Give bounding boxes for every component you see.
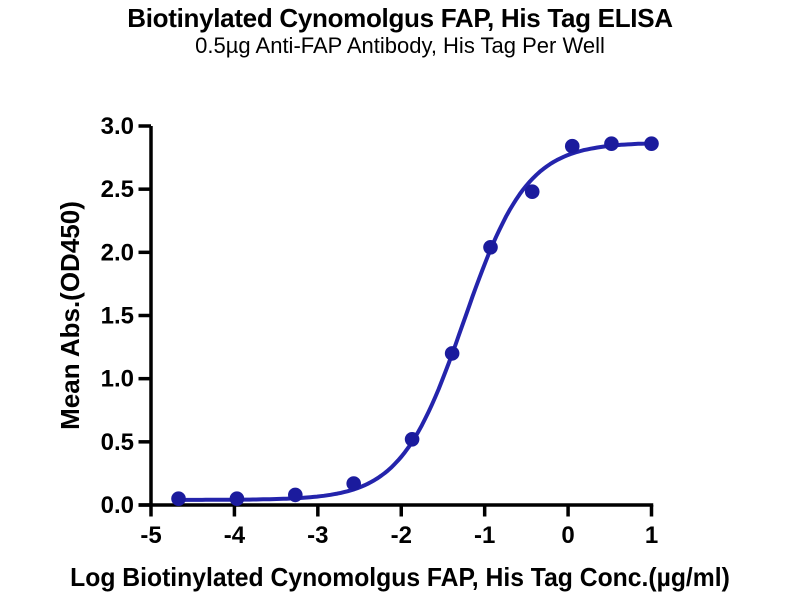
y-tick-label: 2.0 — [101, 239, 134, 266]
x-tick-label: 0 — [561, 522, 574, 549]
data-point — [524, 184, 540, 199]
chart-title: Biotinylated Cynomolgus FAP, His Tag ELI… — [127, 3, 673, 33]
fit-curve — [176, 141, 654, 502]
data-point — [404, 432, 420, 447]
y-tick-label: 0.5 — [101, 429, 134, 456]
x-tick-label: -1 — [474, 522, 495, 549]
x-tick-label: -3 — [307, 522, 328, 549]
y-tick-label: 1.5 — [101, 303, 134, 330]
y-tick-label: 1.0 — [101, 366, 134, 393]
data-point — [444, 346, 460, 361]
data-point — [644, 136, 659, 151]
x-tick-label: -5 — [140, 522, 161, 549]
data-point — [604, 136, 619, 151]
chart-subtitle: 0.5µg Anti-FAP Antibody, His Tag Per Wel… — [195, 33, 605, 58]
x-axis-title: Log Biotinylated Cynomolgus FAP, His Tag… — [70, 562, 730, 592]
x-tick-label: 1 — [645, 522, 658, 549]
data-point — [288, 487, 303, 503]
y-tick-label: 2.5 — [101, 176, 134, 203]
x-tick-label: -4 — [224, 522, 246, 549]
x-tick-label: -2 — [391, 522, 412, 549]
data-point — [483, 239, 498, 255]
data-point — [564, 138, 580, 154]
data-point — [229, 491, 245, 506]
y-tick-label: 3.0 — [101, 113, 134, 140]
data-point — [171, 491, 186, 506]
data-point — [346, 476, 362, 491]
y-tick-label: 0.0 — [101, 492, 134, 519]
